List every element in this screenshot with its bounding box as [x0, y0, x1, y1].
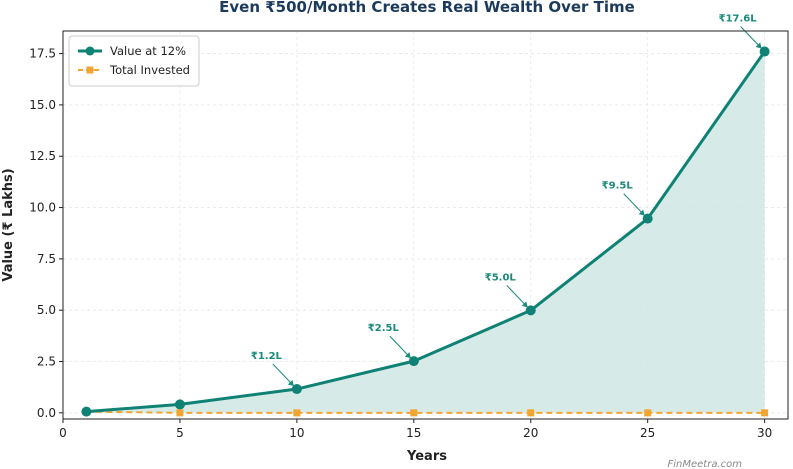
legend-box: [68, 35, 200, 87]
point-value: [408, 356, 419, 367]
point-value: [525, 305, 536, 316]
annotation-arrowhead: [521, 301, 528, 308]
annotation-label: ₹2.5L: [368, 323, 400, 334]
y-tick-label: 17.5: [29, 47, 56, 61]
annotation-label: ₹9.5L: [602, 181, 634, 192]
annotation-label: ₹17.6L: [719, 14, 758, 25]
point-total-invested: [527, 409, 535, 417]
y-tick-label: 12.5: [29, 149, 56, 163]
plot-frame: [62, 30, 789, 420]
annotation-arrowhead: [755, 42, 762, 49]
y-tick-label: 15.0: [29, 98, 56, 112]
annotation-arrowhead: [404, 352, 411, 359]
y-tick-label: 2.5: [37, 355, 56, 369]
x-tick-label: 25: [640, 426, 655, 440]
x-tick-label: 20: [523, 426, 538, 440]
y-axis-ticks: 0.0 2.5 5.0 7.5 10.0 12.5 15.0 17.5: [29, 47, 63, 420]
annotation-arrowhead: [287, 380, 294, 387]
x-tick-label: 5: [176, 426, 184, 440]
x-tick-label: 30: [757, 426, 772, 440]
chart-title: Even ₹500/Month Creates Real Wealth Over…: [219, 0, 635, 16]
y-tick-label: 7.5: [37, 252, 56, 266]
y-tick-label: 5.0: [37, 303, 56, 317]
legend-marker-invested: [86, 66, 94, 74]
point-total-invested: [176, 409, 184, 417]
y-axis-label: Value (₹ Lakhs): [1, 168, 16, 281]
area-fill-value: [86, 51, 765, 413]
point-value: [291, 384, 302, 395]
point-total-invested: [761, 409, 769, 417]
annotation-arrowhead: [638, 209, 645, 216]
annotation-label: ₹5.0L: [485, 272, 517, 283]
legend-marker-value: [85, 46, 95, 56]
legend: Value at 12% Total Invested: [68, 35, 200, 87]
point-total-invested: [644, 409, 652, 417]
x-axis-ticks: 0 5 10 15 20 25 30: [59, 419, 772, 440]
y-tick-label: 0.0: [37, 406, 56, 420]
x-tick-label: 10: [289, 426, 304, 440]
x-tick-label: 0: [59, 426, 67, 440]
point-value: [81, 406, 92, 417]
legend-label-invested: Total Invested: [109, 63, 190, 77]
point-value: [759, 46, 770, 57]
legend-label-value: Value at 12%: [110, 44, 186, 58]
point-value: [642, 213, 653, 224]
point-total-invested: [293, 409, 301, 417]
x-axis-label: Years: [406, 449, 447, 464]
point-total-invested: [410, 409, 418, 417]
x-tick-label: 15: [406, 426, 421, 440]
annotations: ₹1.2L ₹2.5L ₹5.0L ₹9.5L ₹17.6L: [251, 14, 762, 387]
point-value: [174, 399, 185, 410]
area-fill: [86, 51, 765, 413]
series-layer: [81, 46, 770, 417]
annotation-label: ₹1.2L: [251, 351, 283, 362]
y-tick-label: 10.0: [29, 201, 56, 215]
watermark: FinMeetra.com: [668, 459, 743, 469]
